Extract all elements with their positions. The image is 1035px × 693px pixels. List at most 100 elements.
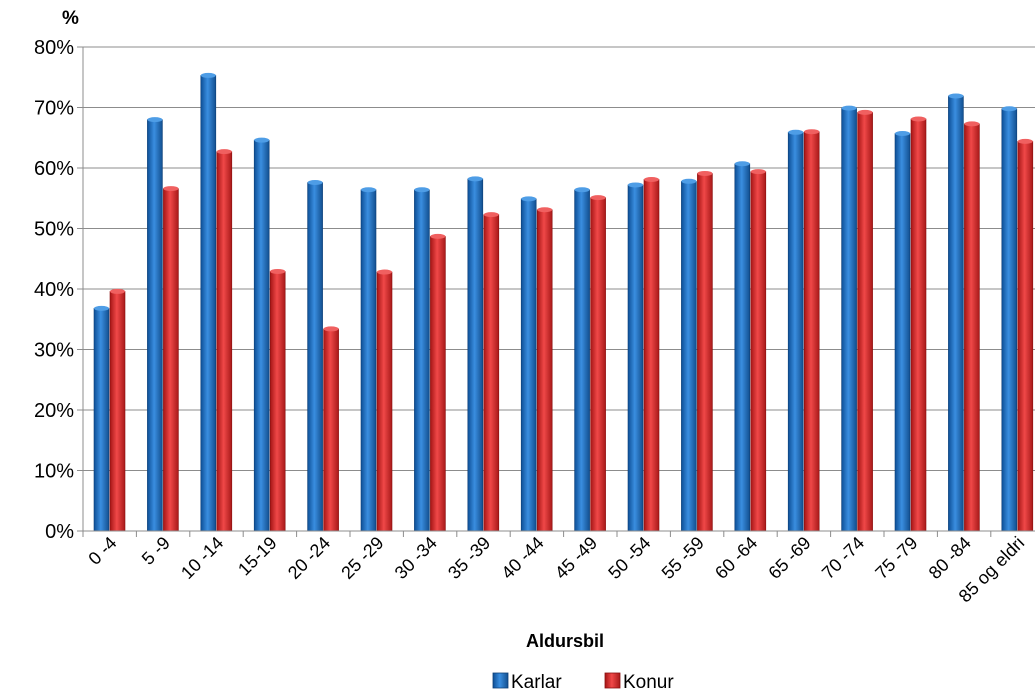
y-unit-label: % — [62, 8, 79, 29]
x-tick-label: 50 -54 — [604, 533, 654, 583]
bar-konur-35-39 — [483, 214, 500, 532]
x-tick-label: 80 -84 — [925, 533, 975, 583]
bar-konur-75-79 — [910, 118, 927, 532]
bar-karlar-10-14 — [200, 75, 217, 532]
y-tick-label: 40% — [34, 279, 74, 301]
y-tick-label: 50% — [34, 219, 74, 241]
bar-konur-60-64 — [750, 171, 767, 532]
y-tick-label: 80% — [34, 37, 74, 59]
bar-karlar-85ogeldri-cap — [1001, 106, 1017, 112]
legend: Karlar Konur — [492, 672, 674, 693]
y-tick-label: 0% — [45, 521, 74, 543]
x-tick-label: 40 -44 — [497, 533, 547, 583]
x-tick-label: 30 -34 — [391, 533, 441, 583]
bar-karlar-55-59-cap — [681, 178, 697, 184]
bar-karlar-70-74-cap — [841, 105, 857, 111]
bar-konur-50-54 — [643, 179, 660, 532]
bar-karlar-55-59 — [681, 181, 697, 532]
y-tick-label: 10% — [34, 461, 74, 483]
bar-karlar-15-19 — [253, 139, 270, 532]
bar-karlar-15-19-cap — [254, 137, 270, 143]
bar-karlar-80-84-cap — [948, 93, 964, 99]
bar-karlar-80-84 — [948, 95, 964, 532]
bar-karlar-35-39-cap — [467, 176, 483, 182]
x-tick-label: 5 -9 — [138, 533, 174, 569]
y-axis-ticks: 0% 10% 20% 30% 40% 50% 60% 70% 80% — [34, 37, 74, 543]
bar-konur-65-69 — [803, 131, 820, 532]
bar-karlar-0-4-cap — [94, 305, 109, 311]
bar-karlar-5-9-cap — [147, 117, 163, 123]
bar-karlar-70-74 — [841, 107, 857, 532]
x-tick-label: 35 -39 — [444, 533, 494, 583]
bar-karlar-35-39 — [467, 178, 484, 532]
bar-karlar-5-9 — [147, 119, 163, 532]
bar-karlar-25-29 — [360, 189, 377, 532]
bar-konur-70-74 — [857, 112, 873, 532]
bar-karlar-60-64 — [734, 163, 751, 532]
y-tick-label: 70% — [34, 98, 74, 120]
x-tick-label: 25 -29 — [337, 533, 387, 583]
bar-konur-50-54-cap — [644, 176, 659, 182]
legend-swatch-karlar — [492, 672, 509, 689]
y-tick-label: 60% — [34, 158, 74, 180]
bar-konur-5-9-cap — [163, 186, 179, 192]
bar-karlar-25-29-cap — [361, 187, 376, 193]
bar-konur-35-39-cap — [483, 212, 499, 218]
bar-karlar-30-34 — [414, 189, 430, 532]
bar-konur-15-19 — [269, 271, 286, 532]
bar-karlar-65-69-cap — [788, 129, 804, 135]
bar-karlar-40-44 — [520, 198, 537, 532]
bar-konur-45-49-cap — [590, 195, 606, 201]
bar-konur-0-4-cap — [110, 288, 125, 294]
bar-konur-40-44 — [536, 209, 553, 532]
bar-konur-65-69-cap — [804, 129, 820, 135]
bar-konur-60-64-cap — [750, 169, 766, 175]
bar-karlar-30-34-cap — [414, 187, 430, 193]
bar-konur-0-4 — [109, 291, 126, 532]
bar-karlar-75-79 — [894, 133, 911, 532]
bar-karlar-20-24-cap — [307, 180, 323, 186]
x-axis-tick-labels: 0 -4 5 -9 10 -14 15-19 20 -24 25 -29 30 -34 35 … — [84, 533, 1028, 607]
bar-konur-80-84 — [964, 123, 980, 532]
legend-label-konur: Konur — [623, 672, 674, 693]
bar-karlar-0-4 — [93, 308, 110, 532]
bar-konur-85ogeldri-cap — [1017, 138, 1033, 144]
bar-konur-10-14-cap — [216, 149, 232, 155]
bar-karlar-45-49 — [574, 189, 590, 532]
bar-karlar-50-54-cap — [628, 182, 643, 188]
bar-konur-10-14 — [216, 151, 233, 532]
bar-karlar-40-44-cap — [521, 196, 537, 202]
bar-karlar-45-49-cap — [574, 187, 590, 193]
bar-konur-30-34 — [430, 236, 446, 532]
bar-konur-75-79-cap — [911, 116, 926, 122]
bar-konur-20-24 — [323, 328, 339, 532]
legend-swatch-konur — [604, 672, 621, 689]
x-tick-label: 0 -4 — [84, 533, 120, 569]
x-axis — [82, 530, 1035, 537]
gridlines — [77, 46, 1035, 532]
y-tick-label: 30% — [34, 340, 74, 362]
x-tick-label: 55 -59 — [658, 533, 708, 583]
bar-konur-80-84-cap — [964, 121, 980, 127]
bar-karlar-85ogeldri — [1001, 108, 1018, 532]
bar-konur-15-19-cap — [270, 268, 286, 274]
x-tick-label: 75 -79 — [871, 533, 921, 583]
bar-konur-70-74-cap — [857, 109, 873, 115]
bar-karlar-50-54 — [627, 184, 644, 532]
bar-karlar-75-79-cap — [895, 131, 910, 137]
y-tick-label: 20% — [34, 400, 74, 422]
bar-konur-40-44-cap — [537, 207, 553, 213]
bar-karlar-60-64-cap — [734, 161, 750, 167]
x-tick-label: 15-19 — [234, 533, 281, 580]
x-tick-label: 65 -69 — [764, 533, 814, 583]
x-tick-label: 10 -14 — [177, 533, 227, 583]
bar-karlar-10-14-cap — [200, 72, 216, 78]
bar-konur-55-59-cap — [697, 170, 713, 176]
x-tick-label: 45 -49 — [551, 533, 601, 583]
bar-konur-85ogeldri — [1017, 141, 1034, 532]
legend-label-karlar: Karlar — [511, 672, 562, 693]
bar-karlar-20-24 — [307, 182, 323, 532]
x-axis-title: Aldursbil — [526, 631, 604, 651]
bar-konur-55-59 — [697, 173, 713, 532]
